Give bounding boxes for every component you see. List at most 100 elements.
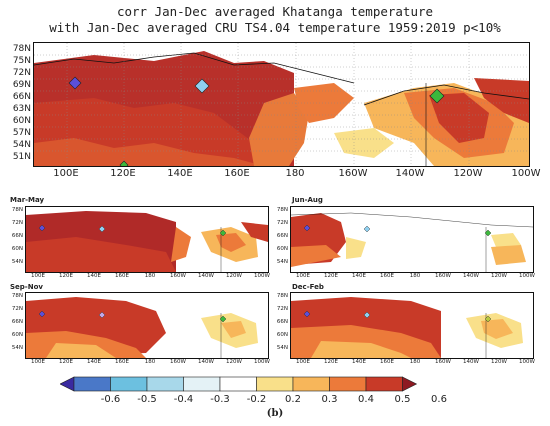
small-lon-label: 120E	[59, 359, 73, 365]
small-lat-label: 66N	[11, 319, 23, 325]
small-lon-label: 120W	[226, 273, 242, 279]
colorbar-cell	[183, 376, 221, 392]
small-lon-label: 100E	[296, 359, 310, 365]
small-lat-label: 78N	[276, 293, 288, 299]
small-lon-label: 100E	[296, 273, 310, 279]
main-lon-label: 160W	[338, 168, 368, 179]
green-marker-alaska	[429, 88, 445, 104]
colorbar-tick-label: -0.6	[100, 394, 121, 405]
colorbar-cell	[329, 376, 367, 392]
main-lat-label: 72N	[12, 68, 31, 78]
main-lon-label: 140W	[395, 168, 425, 179]
small-lon-label: 160W	[170, 273, 186, 279]
map-jun-aug-svg	[291, 207, 533, 272]
small-lon-label: 100W	[254, 359, 270, 365]
small-lon-label: 160W	[170, 359, 186, 365]
small-lat-label: 72N	[276, 306, 288, 312]
colorbar-cell	[73, 376, 111, 392]
colorbar-cell	[292, 376, 330, 392]
main-lat-label: 69N	[12, 80, 31, 90]
small-lat-label: 72N	[11, 220, 23, 226]
small-lat-label: 60N	[11, 332, 23, 338]
light-blue-marker	[98, 225, 106, 233]
figure-caption: (b)	[266, 408, 284, 419]
small-lon-label: 120W	[491, 273, 507, 279]
small-lon-label: 100E	[31, 273, 45, 279]
season-label-jun-aug: Jun-Aug	[292, 196, 323, 204]
main-lon-label: 120E	[110, 168, 136, 179]
small-lat-label: 78N	[276, 207, 288, 213]
map-sep-nov	[25, 292, 269, 359]
colorbar-tick-label: 0.3	[321, 394, 338, 405]
colorbar-cell	[365, 376, 403, 392]
khatanga-marker	[68, 76, 82, 90]
small-lat-label: 66N	[276, 233, 288, 239]
map-mar-may-svg	[26, 207, 268, 272]
light-blue-marker	[363, 311, 371, 319]
main-lat-label: 78N	[12, 44, 31, 54]
colorbar-tick-label: 0.2	[285, 394, 301, 405]
small-lon-label: 140E	[87, 273, 101, 279]
small-lat-label: 60N	[276, 332, 288, 338]
colorbar-cell	[219, 376, 257, 392]
green-marker	[219, 229, 227, 237]
title-line-1: corr Jan-Dec averaged Khatanga temperatu…	[116, 4, 434, 19]
small-lon-label: 140E	[87, 359, 101, 365]
colorbar-cell	[110, 376, 148, 392]
small-lon-label: 180	[409, 273, 421, 279]
colorbar	[60, 376, 418, 392]
small-lat-label: 72N	[11, 306, 23, 312]
small-lon-label: 160E	[115, 359, 129, 365]
main-lat-label: 54N	[12, 140, 31, 150]
main-map-svg	[34, 43, 529, 166]
map-sep-nov-svg	[26, 293, 268, 358]
green-marker	[484, 229, 492, 237]
small-lat-label: 54N	[276, 345, 288, 351]
khatanga-marker	[303, 224, 311, 232]
main-lon-label: 100E	[53, 168, 79, 179]
light-blue-marker	[98, 311, 106, 319]
small-lon-label: 140W	[198, 273, 214, 279]
small-lon-label: 120E	[324, 359, 338, 365]
small-lon-label: 160E	[380, 359, 394, 365]
small-lon-label: 100W	[519, 273, 535, 279]
small-lon-label: 180	[409, 359, 421, 365]
map-jun-aug	[290, 206, 534, 273]
colorbar-tick-label: -0.4	[173, 394, 194, 405]
colorbar-cell	[256, 376, 294, 392]
main-lon-label: 180	[285, 168, 305, 179]
khatanga-marker	[38, 310, 46, 318]
yellow-green-marker	[484, 315, 492, 323]
light-blue-marker	[194, 78, 210, 94]
main-lat-label: 66N	[12, 92, 31, 102]
small-lon-label: 160W	[435, 273, 451, 279]
green-marker-south	[119, 160, 129, 166]
small-lon-label: 100E	[31, 359, 45, 365]
map-mar-may	[25, 206, 269, 273]
main-lat-label: 60N	[12, 116, 31, 126]
small-lat-label: 66N	[11, 233, 23, 239]
map-dec-feb	[290, 292, 534, 359]
colorbar-tick-label: 0.4	[358, 394, 374, 405]
green-marker	[219, 315, 227, 323]
small-lon-label: 140W	[463, 359, 479, 365]
small-lat-label: 60N	[276, 246, 288, 252]
small-lon-label: 120E	[324, 273, 338, 279]
colorbar-cell	[146, 376, 184, 392]
title-line-2: with Jan-Dec averaged CRU TS4.04 tempera…	[49, 20, 501, 35]
small-lat-label: 72N	[276, 220, 288, 226]
main-lon-label: 120W	[453, 168, 483, 179]
colorbar-arrow-low	[60, 376, 75, 392]
small-lon-label: 180	[144, 359, 156, 365]
colorbar-tick-label: 0.5	[394, 394, 411, 405]
small-lon-label: 120W	[226, 359, 242, 365]
season-label-dec-feb: Dec-Feb	[292, 283, 324, 291]
small-lon-label: 180	[144, 273, 156, 279]
main-lat-label: 57N	[12, 128, 31, 138]
small-lon-label: 140W	[463, 273, 479, 279]
small-lat-label: 54N	[11, 345, 23, 351]
main-lat-label: 63N	[12, 104, 31, 114]
main-map	[33, 42, 530, 167]
season-label-sep-nov: Sep-Nov	[10, 283, 43, 291]
small-lon-label: 100W	[254, 273, 270, 279]
